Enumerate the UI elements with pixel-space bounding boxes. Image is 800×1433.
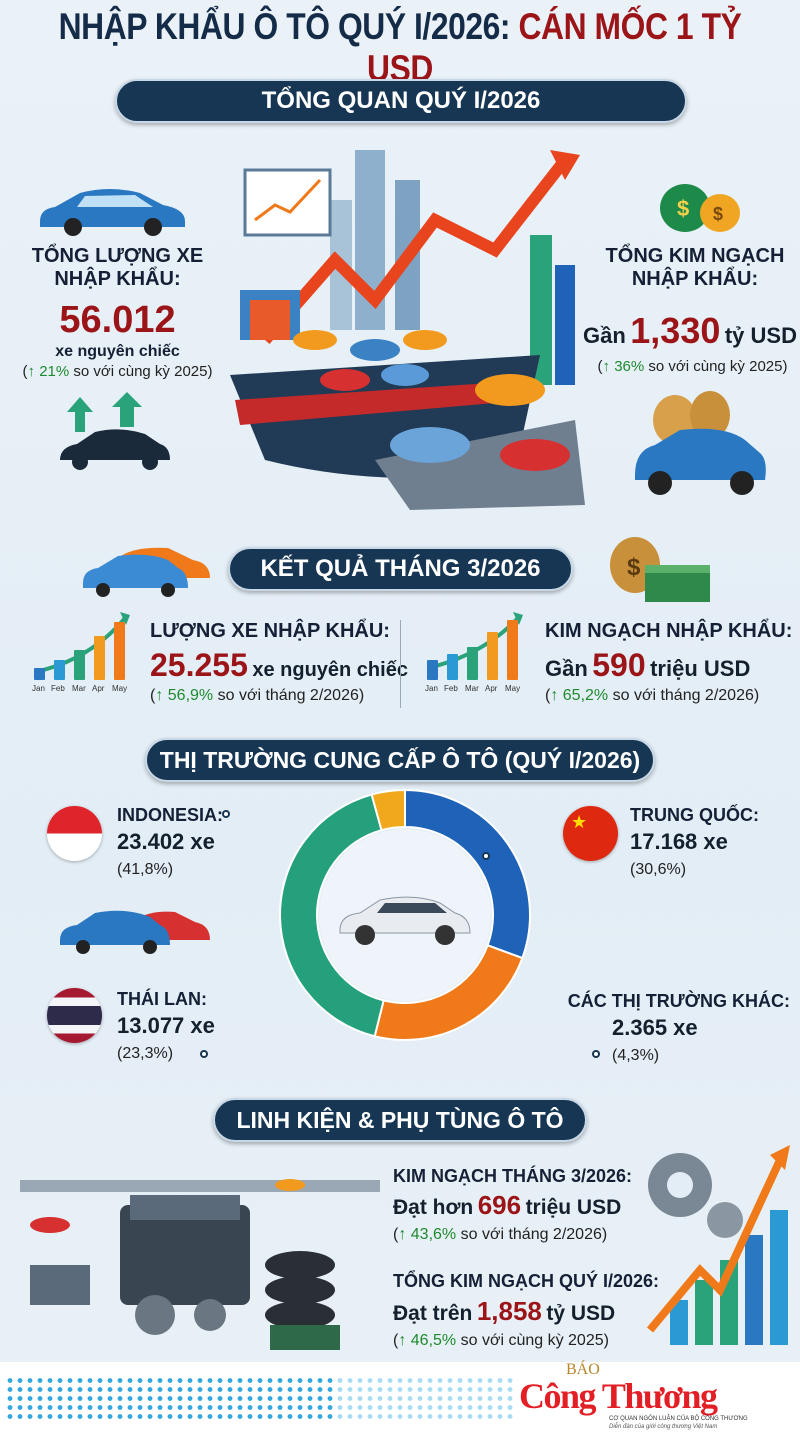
march-volume-value: 25.255 xe nguyên chiếc xyxy=(150,647,408,683)
others-share: (4,3%) xyxy=(612,1047,660,1064)
indonesia-flag-icon xyxy=(47,806,102,861)
others-value: 2.365 xe xyxy=(612,1015,698,1040)
import-ship-illustration xyxy=(230,150,585,510)
total-volume-value: 56.012 xyxy=(59,299,176,341)
bar-may xyxy=(114,622,125,680)
bars xyxy=(34,622,134,680)
thailand-marker xyxy=(200,1050,208,1058)
donut-segment-3 xyxy=(370,788,406,832)
others-name: CÁC THỊ TRƯỜNG KHÁC: xyxy=(567,991,790,1011)
march-value-change: (↑ 65,2% so với tháng 2/2026) xyxy=(545,687,760,704)
parts-march-change: (↑ 43,6% so với tháng 2/2026) xyxy=(393,1226,608,1243)
suv-money-icon xyxy=(635,391,766,495)
bar-jan xyxy=(427,660,438,680)
total-value-change: (↑ 36% so với cùng kỳ 2025) xyxy=(597,358,788,375)
svg-text:$: $ xyxy=(627,554,641,581)
china-marker xyxy=(482,852,490,860)
cars-icon xyxy=(60,910,210,954)
car-growth-icon xyxy=(60,392,170,470)
thailand-name: THÁI LAN: xyxy=(117,989,207,1009)
month-label: Apr xyxy=(485,684,498,693)
indonesia-share: (41,8%) xyxy=(117,861,174,878)
divider xyxy=(400,620,401,708)
total-volume-label: TỔNG LƯỢNG XE NHẬP KHẨU: xyxy=(31,245,204,290)
month-label: May xyxy=(505,684,521,693)
parts-march-value: Đạt hơn 696 triệu USD xyxy=(393,1190,622,1220)
parts-march-label: KIM NGẠCH THÁNG 3/2026: xyxy=(393,1166,633,1186)
indonesia-marker xyxy=(222,810,230,818)
thailand-flag-icon xyxy=(47,988,102,1043)
month-chart-volume: Jan Feb Mar Apr May xyxy=(30,610,135,695)
china-flag-icon: ★ xyxy=(563,806,618,861)
parts-quarter-value: Đạt trên 1,858 tỷ USD xyxy=(393,1296,616,1326)
month-label: May xyxy=(112,684,128,693)
total-value-label: TỔNG KIM NGẠCH NHẬP KHẨU: xyxy=(605,245,785,290)
bar-feb xyxy=(447,654,458,680)
svg-text:$: $ xyxy=(677,196,689,221)
parts-quarter-label: TỔNG KIM NGẠCH QUÝ I/2026: xyxy=(393,1271,660,1291)
money-stack-icon: $ xyxy=(610,537,710,602)
china-value: 17.168 xe xyxy=(630,829,728,854)
total-value: Gần 1,330 tỷ USD xyxy=(583,310,797,351)
cars-icon xyxy=(83,547,210,597)
parts-quarter-change: (↑ 46,5% so với cùng kỳ 2025) xyxy=(393,1332,609,1349)
month-chart-value: Jan Feb Mar Apr May xyxy=(423,610,528,695)
svg-text:$: $ xyxy=(713,204,723,224)
indonesia-value: 23.402 xe xyxy=(117,829,215,854)
month-label: Feb xyxy=(51,684,65,693)
total-volume-unit: xe nguyên chiếc xyxy=(55,343,180,360)
bar-may xyxy=(507,620,518,680)
dots-pattern xyxy=(335,1376,515,1421)
bar-mar xyxy=(467,647,478,680)
china-name: TRUNG QUỐC: xyxy=(630,805,759,825)
others-marker xyxy=(592,1050,600,1058)
month-label: Jan xyxy=(425,684,438,693)
bar-apr xyxy=(94,636,105,680)
auto-parts-illustration xyxy=(20,1179,380,1350)
march-value: Gần 590 triệu USD xyxy=(545,647,751,683)
total-volume-change: (↑ 21% so với cùng kỳ 2025) xyxy=(22,363,213,380)
month-label: Jan xyxy=(32,684,45,693)
march-heading: KẾT QUẢ THÁNG 3/2026 xyxy=(228,547,573,591)
march-volume-change: (↑ 56,9% so với tháng 2/2026) xyxy=(150,687,365,704)
thailand-share: (23,3%) xyxy=(117,1045,174,1062)
money-bags-icon: $ $ xyxy=(660,184,740,232)
thailand-value: 13.077 xe xyxy=(117,1013,215,1038)
car-icon xyxy=(40,189,185,236)
gears-growth-icon xyxy=(646,1145,790,1345)
month-label: Mar xyxy=(72,684,86,693)
bar-mar xyxy=(74,650,85,680)
month-label: Feb xyxy=(444,684,458,693)
month-label: Mar xyxy=(465,684,479,693)
page-title: NHẬP KHẨU Ô TÔ QUÝ I/2026: CÁN MỐC 1 TỶ … xyxy=(58,6,742,89)
markets-heading: THỊ TRƯỜNG CUNG CẤP Ô TÔ (QUÝ I/2026) xyxy=(145,738,655,782)
china-share: (30,6%) xyxy=(630,861,687,878)
month-label: Apr xyxy=(92,684,105,693)
bar-feb xyxy=(54,660,65,680)
parts-heading: LINH KIỆN & PHỤ TÙNG Ô TÔ xyxy=(213,1098,587,1142)
bar-jan xyxy=(34,668,45,680)
bars xyxy=(427,620,527,680)
overview-heading: TỔNG QUAN QUÝ I/2026 xyxy=(115,79,687,123)
dots-pattern xyxy=(5,1376,335,1421)
sedan-icon xyxy=(339,896,471,945)
footer: BÁO Công Thương CƠ QUAN NGÔN LUẬN CỦA BỘ… xyxy=(0,1362,800,1433)
donut-segment-2 xyxy=(279,793,385,1038)
bao-cong-thuong-logo: BÁO Công Thương CƠ QUAN NGÔN LUẬN CỦA BỘ… xyxy=(519,1361,748,1431)
bar-apr xyxy=(487,632,498,680)
indonesia-name: INDONESIA: xyxy=(117,805,224,825)
march-volume-label: LƯỢNG XE NHẬP KHẨU: xyxy=(150,620,390,642)
march-value-label: KIM NGẠCH NHẬP KHẨU: xyxy=(545,620,793,642)
